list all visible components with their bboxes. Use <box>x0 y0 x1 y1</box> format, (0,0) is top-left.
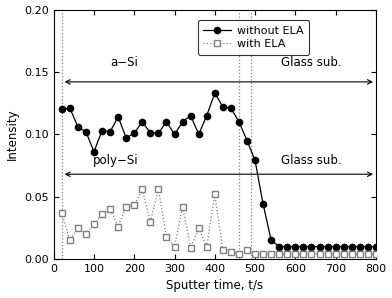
with ELA <box>341 252 346 256</box>
without ELA <box>180 120 185 124</box>
with ELA <box>100 212 104 216</box>
without ELA <box>253 159 258 162</box>
without ELA <box>83 130 88 134</box>
with ELA <box>261 252 265 256</box>
with ELA <box>148 220 153 224</box>
without ELA <box>212 91 217 95</box>
without ELA <box>148 131 153 135</box>
with ELA <box>156 187 161 191</box>
without ELA <box>60 108 64 111</box>
Text: Glass sub.: Glass sub. <box>281 154 342 167</box>
without ELA <box>349 245 354 248</box>
with ELA <box>229 250 233 253</box>
without ELA <box>221 105 225 109</box>
without ELA <box>108 130 113 134</box>
without ELA <box>204 114 209 117</box>
with ELA <box>333 252 338 256</box>
without ELA <box>92 150 96 153</box>
with ELA <box>245 249 249 252</box>
with ELA <box>188 246 193 250</box>
with ELA <box>60 211 64 215</box>
without ELA <box>156 131 161 135</box>
with ELA <box>269 252 274 256</box>
without ELA <box>317 245 322 248</box>
without ELA <box>132 131 137 135</box>
without ELA <box>172 133 177 136</box>
with ELA <box>132 204 137 207</box>
without ELA <box>325 245 330 248</box>
Text: Glass sub.: Glass sub. <box>281 56 342 69</box>
without ELA <box>245 139 249 142</box>
with ELA <box>76 226 80 230</box>
Text: a−Si: a−Si <box>110 56 138 69</box>
with ELA <box>293 252 298 256</box>
with ELA <box>349 252 354 256</box>
without ELA <box>196 133 201 136</box>
without ELA <box>293 245 298 248</box>
without ELA <box>277 245 281 248</box>
Legend: without ELA, with ELA: without ELA, with ELA <box>198 20 309 55</box>
without ELA <box>365 245 370 248</box>
without ELA <box>237 120 241 124</box>
without ELA <box>188 114 193 117</box>
with ELA <box>317 252 322 256</box>
Line: with ELA: with ELA <box>59 186 379 257</box>
with ELA <box>124 205 129 208</box>
with ELA <box>365 252 370 256</box>
with ELA <box>237 252 241 256</box>
with ELA <box>221 249 225 252</box>
without ELA <box>261 202 265 206</box>
with ELA <box>212 193 217 196</box>
with ELA <box>164 235 169 238</box>
X-axis label: Sputter time, t/s: Sputter time, t/s <box>166 280 263 292</box>
with ELA <box>140 187 145 191</box>
with ELA <box>116 225 120 228</box>
with ELA <box>92 222 96 226</box>
without ELA <box>341 245 346 248</box>
without ELA <box>269 238 274 242</box>
with ELA <box>196 226 201 230</box>
Text: poly−Si: poly−Si <box>93 154 139 167</box>
with ELA <box>285 252 290 256</box>
without ELA <box>229 106 233 110</box>
without ELA <box>116 115 120 119</box>
without ELA <box>140 120 145 124</box>
without ELA <box>100 129 104 132</box>
with ELA <box>83 232 88 236</box>
without ELA <box>358 245 362 248</box>
without ELA <box>67 106 72 110</box>
with ELA <box>301 252 306 256</box>
with ELA <box>358 252 362 256</box>
with ELA <box>172 245 177 248</box>
without ELA <box>76 125 80 129</box>
without ELA <box>309 245 314 248</box>
without ELA <box>333 245 338 248</box>
without ELA <box>285 245 290 248</box>
with ELA <box>309 252 314 256</box>
with ELA <box>204 245 209 248</box>
with ELA <box>374 252 378 256</box>
with ELA <box>277 252 281 256</box>
with ELA <box>325 252 330 256</box>
without ELA <box>301 245 306 248</box>
without ELA <box>124 136 129 140</box>
Line: without ELA: without ELA <box>59 90 379 250</box>
with ELA <box>253 252 258 256</box>
with ELA <box>108 207 113 211</box>
without ELA <box>164 120 169 124</box>
with ELA <box>67 238 72 242</box>
with ELA <box>180 205 185 208</box>
Y-axis label: Intensity: Intensity <box>5 108 18 160</box>
without ELA <box>374 245 378 248</box>
